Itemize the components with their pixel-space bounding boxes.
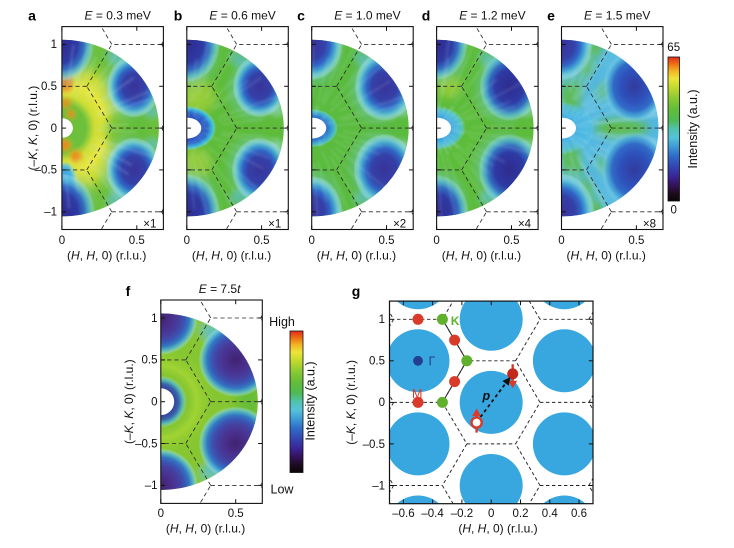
svg-text:High: High [269,315,295,329]
svg-text:0: 0 [379,397,385,409]
svg-text:(–K, K, 0) (r.l.u.): (–K, K, 0) (r.l.u.) [122,359,136,444]
svg-text:×4: ×4 [518,218,532,230]
svg-text:–0.6: –0.6 [392,508,414,520]
svg-text:0.5: 0.5 [504,235,520,247]
svg-text:0.6: 0.6 [571,508,587,520]
svg-text:E = 1.5 meV: E = 1.5 meV [584,8,650,22]
svg-text:d: d [422,8,431,24]
svg-text:c: c [297,8,305,24]
svg-text:0.5: 0.5 [142,355,158,367]
svg-text:Intensity (a.u.): Intensity (a.u.) [686,89,700,168]
svg-text:0: 0 [670,205,676,217]
svg-text:–1: –1 [372,480,385,492]
svg-text:(H, H, 0) (r.l.u.): (H, H, 0) (r.l.u.) [442,249,521,263]
svg-text:0: 0 [433,235,439,247]
svg-text:E = 7.5t: E = 7.5t [199,282,241,296]
svg-text:a: a [28,8,36,24]
svg-text:1: 1 [151,313,157,325]
svg-text:f: f [126,283,131,299]
svg-text:0.4: 0.4 [542,508,559,520]
svg-text:E = 1.2 meV: E = 1.2 meV [459,8,525,22]
svg-text:–1: –1 [145,480,158,492]
svg-text:0: 0 [488,508,494,520]
svg-text:0.5: 0.5 [129,235,145,247]
svg-text:0.2: 0.2 [513,508,529,520]
svg-text:Low: Low [271,483,295,497]
svg-text:65: 65 [667,42,680,54]
svg-text:0.5: 0.5 [379,235,395,247]
svg-text:0: 0 [184,235,190,247]
svg-text:–0.4: –0.4 [421,508,444,520]
svg-text:E = 0.6 meV: E = 0.6 meV [209,8,275,22]
svg-text:(–K, K, 0) (r.l.u.): (–K, K, 0) (r.l.u.) [26,86,40,171]
svg-text:Intensity (a.u.): Intensity (a.u.) [304,361,318,440]
svg-text:E = 0.3 meV: E = 0.3 meV [85,8,151,22]
svg-text:(–K, K, 0) (r.l.u.): (–K, K, 0) (r.l.u.) [344,360,358,445]
svg-text:–0.5: –0.5 [363,439,385,451]
svg-text:–1: –1 [44,207,57,219]
svg-text:0: 0 [158,508,164,520]
svg-text:1: 1 [379,314,385,326]
svg-text:(H, H, 0) (r.l.u.): (H, H, 0) (r.l.u.) [458,522,537,536]
svg-text:p: p [482,389,491,403]
svg-text:(H, H, 0) (r.l.u.): (H, H, 0) (r.l.u.) [67,249,146,263]
svg-text:Γ: Γ [429,355,436,369]
svg-text:0.5: 0.5 [628,235,644,247]
svg-text:0: 0 [59,235,65,247]
svg-text:×1: ×1 [143,218,156,230]
svg-text:0: 0 [151,397,157,409]
svg-text:E = 1.0 meV: E = 1.0 meV [334,8,400,22]
svg-text:b: b [174,8,183,24]
svg-text:(H, H, 0) (r.l.u.): (H, H, 0) (r.l.u.) [317,249,396,263]
svg-text:×8: ×8 [643,218,656,230]
svg-text:(H, H, 0) (r.l.u.): (H, H, 0) (r.l.u.) [166,522,245,536]
svg-text:e: e [547,8,555,24]
svg-text:×2: ×2 [393,218,406,230]
svg-text:–0.5: –0.5 [35,165,57,177]
svg-text:–0.5: –0.5 [135,438,157,450]
svg-text:0: 0 [51,123,57,135]
svg-text:(H, H, 0) (r.l.u.): (H, H, 0) (r.l.u.) [192,249,271,263]
svg-text:0: 0 [308,235,314,247]
svg-text:0.5: 0.5 [254,235,270,247]
svg-text:×1: ×1 [268,218,281,230]
svg-text:0.5: 0.5 [41,81,57,93]
svg-text:0: 0 [558,235,564,247]
svg-text:0.5: 0.5 [369,356,385,368]
svg-text:(H, H, 0) (r.l.u.): (H, H, 0) (r.l.u.) [567,249,646,263]
svg-text:M: M [412,387,422,401]
svg-text:1: 1 [51,39,57,51]
svg-text:g: g [352,283,361,299]
svg-text:K: K [451,314,460,328]
svg-text:–0.2: –0.2 [451,508,473,520]
svg-text:0.5: 0.5 [228,508,244,520]
